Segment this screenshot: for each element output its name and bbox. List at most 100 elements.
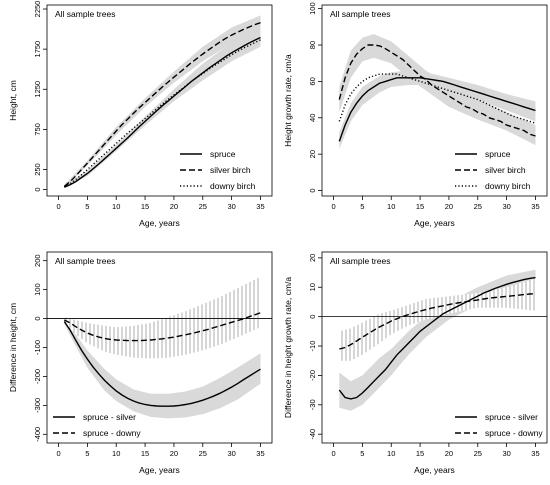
series-line-spruce-silver: [338, 276, 536, 400]
legend-label: spruce - downy: [485, 428, 543, 438]
series-line-spruce: [338, 77, 536, 142]
confidence-band-1: [339, 70, 536, 149]
y-tick-label: 750: [33, 123, 42, 136]
x-tick-label: 10: [112, 449, 120, 458]
y-tick-label: 20: [308, 254, 317, 262]
y-tick-label: 100: [33, 283, 42, 296]
x-tick-label: 5: [85, 202, 89, 211]
legend-label: silver birch: [210, 165, 251, 175]
legend-label: spruce: [210, 149, 236, 159]
x-tick-label: 20: [170, 449, 178, 458]
y-tick-label: -400: [33, 427, 42, 442]
x-tick-label: 0: [331, 202, 335, 211]
y-axis-label: Height, cm: [8, 80, 18, 121]
x-tick-label: 15: [141, 449, 149, 458]
legend-label: downy birch: [210, 181, 256, 191]
x-tick-label: 0: [56, 449, 60, 458]
y-tick-label: 40: [308, 114, 317, 122]
y-tick-label: -100: [33, 340, 42, 355]
y-tick-label: -20: [308, 370, 317, 381]
x-axis-label: Age, years: [139, 465, 180, 475]
plot-frame: [46, 4, 273, 197]
x-tick-label: 30: [227, 449, 235, 458]
panel-title: All sample trees: [55, 256, 115, 266]
series-line-spruce: [64, 36, 261, 188]
legend-label: spruce: [485, 149, 511, 159]
x-tick-label: 15: [416, 449, 424, 458]
y-tick-label: -30: [308, 399, 317, 410]
x-tick-label: 35: [531, 449, 539, 458]
x-axis-label: Age, years: [139, 218, 180, 228]
x-tick-label: 10: [112, 202, 120, 211]
series-line-spruce-silver: [63, 321, 261, 407]
x-tick-label: 25: [199, 449, 207, 458]
x-tick-label: 25: [199, 202, 207, 211]
x-tick-label: 35: [256, 449, 264, 458]
y-tick-label: 0: [308, 188, 317, 192]
legend-label: spruce - silver: [83, 412, 136, 422]
x-tick-label: 30: [502, 449, 510, 458]
plot-frame: [321, 4, 548, 197]
series-line-downy-birch: [63, 39, 261, 188]
legend-label: silver birch: [485, 165, 526, 175]
legend-label: spruce - downy: [83, 428, 141, 438]
x-axis-label: Age, years: [414, 218, 455, 228]
series-line-spruce-downy: [63, 312, 261, 342]
x-tick-label: 15: [416, 202, 424, 211]
legend-label: spruce - silver: [485, 412, 538, 422]
panel-growth-rate-difference: 0 5 10 15 20 25 30 35 -40 -30 -20 -10 0 10 20 Age, year…: [283, 251, 548, 475]
y-tick-label: 1250: [33, 81, 42, 98]
y-tick-label: 60: [308, 77, 317, 85]
confidence-band-2: [339, 34, 536, 146]
x-tick-label: 5: [360, 449, 364, 458]
y-tick-label: -40: [308, 429, 317, 440]
panel-title: All sample trees: [55, 9, 115, 19]
y-tick-label: 10: [308, 283, 317, 291]
x-tick-label: 20: [445, 449, 453, 458]
y-tick-label: -300: [33, 398, 42, 413]
y-tick-label: -10: [308, 341, 317, 352]
x-tick-label: 25: [474, 449, 482, 458]
series-line-silver-birch: [63, 22, 261, 187]
x-tick-label: 15: [141, 202, 149, 211]
y-tick-label: 0: [308, 315, 317, 319]
confidence-band-1: [339, 269, 536, 411]
confidence-band-2: [64, 276, 261, 359]
y-tick-label: 2250: [33, 1, 42, 18]
x-tick-label: 30: [502, 202, 510, 211]
panel-title: All sample trees: [330, 9, 390, 19]
x-tick-label: 5: [85, 449, 89, 458]
legend-label: downy birch: [485, 181, 531, 191]
panel-height: 0 5 10 15 20 25 30 35 0 250 750 1250 1750 2250 Age, ye…: [8, 1, 273, 228]
y-tick-label: -200: [33, 369, 42, 384]
y-tick-label: 200: [33, 254, 42, 267]
y-tick-label: 1750: [33, 41, 42, 58]
confidence-band-2: [64, 15, 261, 188]
x-tick-label: 10: [387, 449, 395, 458]
series-line-spruce-downy: [339, 293, 536, 350]
y-tick-label: 0: [33, 187, 42, 191]
y-tick-label: 0: [33, 316, 42, 320]
panel-growth-rate: 0 5 10 15 20 25 30 35 0 20 40 60 80 100 Age, years Heig…: [283, 2, 548, 228]
x-tick-label: 35: [531, 202, 539, 211]
x-tick-label: 5: [360, 202, 364, 211]
y-axis-label: Height growth rate, cm/a: [283, 54, 293, 147]
panel-height-difference: 0 5 10 15 20 25 30 35 -400 -300 -200 -100 0 100 200 Age…: [8, 251, 273, 475]
x-tick-label: 0: [56, 202, 60, 211]
confidence-band-1: [64, 318, 261, 419]
series-line-silver-birch: [338, 44, 536, 137]
x-tick-label: 0: [331, 449, 335, 458]
y-tick-label: 20: [308, 150, 317, 158]
y-axis-label: Difference in height growth rate, cm/a: [283, 277, 293, 418]
y-axis-label: Difference in height, cm: [8, 303, 18, 392]
panel-title: All sample trees: [330, 256, 390, 266]
y-tick-label: 100: [308, 2, 317, 15]
x-tick-label: 20: [170, 202, 178, 211]
plot-frame: [321, 251, 548, 444]
x-tick-label: 25: [474, 202, 482, 211]
x-axis-label: Age, years: [414, 465, 455, 475]
x-tick-label: 10: [387, 202, 395, 211]
confidence-band-1: [64, 29, 261, 189]
x-tick-label: 20: [445, 202, 453, 211]
